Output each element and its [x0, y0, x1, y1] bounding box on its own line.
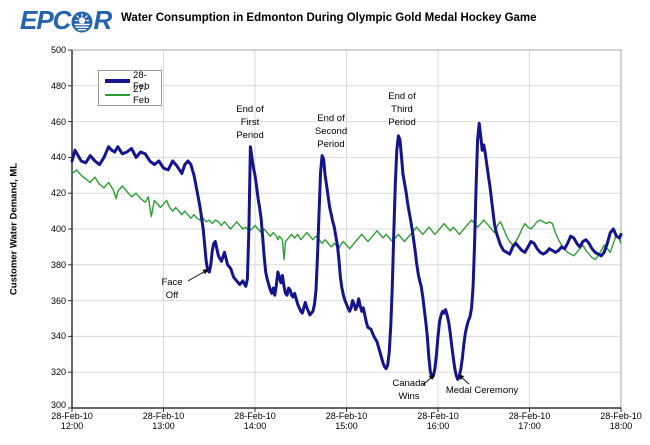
legend-item-28feb: 28-Feb	[105, 70, 156, 92]
series-28-feb-line	[70, 121, 623, 381]
x-tick-label: 28-Feb-10 18:00	[600, 411, 642, 431]
annotation-face-off: Face Off	[161, 277, 183, 301]
epcor-globe-icon	[71, 9, 93, 33]
y-tick-label: 480	[50, 80, 66, 91]
y-tick-label: 360	[50, 295, 66, 306]
x-tick-label: 28-Feb-10 16:00	[417, 411, 459, 431]
epcor-logo-text-post: R	[93, 4, 112, 35]
y-tick-label: 460	[50, 116, 66, 127]
epcor-logo-text-pre: EPC	[20, 4, 71, 35]
y-tick-label: 420	[50, 188, 66, 199]
y-tick-label: 300	[50, 400, 66, 410]
face-off-arrowhead	[202, 269, 209, 275]
annotation-end-of-second-period: End of Second Period	[314, 113, 348, 150]
legend-item-27feb: 27-Feb	[105, 84, 156, 106]
annotation-medal-ceremony: Medal Ceremony	[445, 385, 519, 396]
y-tick-label: 320	[50, 367, 66, 378]
legend: 28-Feb 27-Feb	[98, 70, 162, 106]
x-tick-label: 28-Feb-10 13:00	[142, 411, 185, 431]
x-tick-label: 28-Feb-10 15:00	[325, 411, 368, 431]
legend-label-27feb: 27-Feb	[133, 84, 150, 106]
annotation-end-of-third-period: End of Third Period	[388, 91, 416, 128]
medal-ceremony-arrowhead	[458, 374, 465, 380]
epcor-logo: EPC R	[20, 4, 112, 35]
y-tick-label: 340	[50, 331, 66, 342]
face-off-arrow	[187, 270, 206, 282]
series-27-feb-line	[71, 169, 622, 261]
annotation-end-of-first-period: End of First Period	[236, 104, 264, 141]
chart-title: Water Consumption in Edmonton During Oly…	[121, 12, 537, 24]
y-tick-label: 440	[50, 152, 66, 163]
legend-label-28feb: 28-Feb	[133, 70, 150, 92]
y-tick-label: 380	[50, 259, 66, 270]
annotation-canada-wins: Canada Wins	[392, 378, 426, 402]
y-tick-label: 400	[50, 224, 66, 234]
x-tick-label: 28-Feb-10 14:00	[234, 411, 276, 431]
legend-swatch-27feb-icon	[105, 94, 130, 96]
y-tick-label: 500	[50, 45, 66, 55]
legend-swatch-28feb-icon	[105, 79, 130, 83]
canada-wins-arrowhead	[428, 374, 435, 380]
x-tick-label: 28-Feb-10 12:00	[51, 411, 93, 431]
x-tick-label: 28-Feb-10 17:00	[508, 411, 551, 431]
canada-wins-arrow	[422, 376, 433, 386]
